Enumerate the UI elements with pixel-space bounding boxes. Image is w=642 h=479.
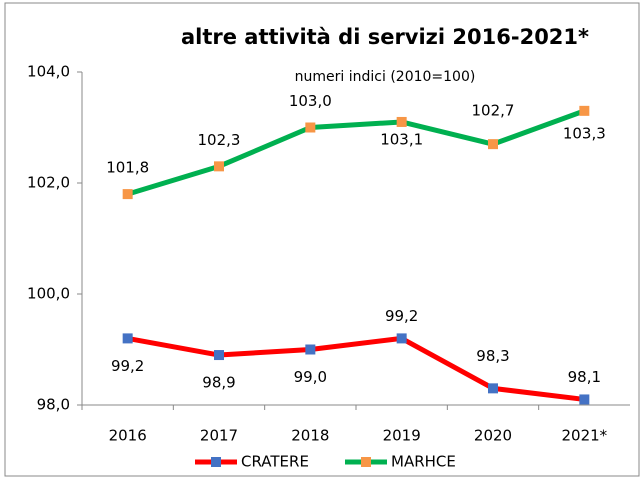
data-label: 99,0 [294, 368, 327, 386]
x-tick-label: 2021* [561, 427, 607, 445]
marker [396, 116, 407, 127]
data-label: 99,2 [111, 357, 144, 375]
legend-label: MARHCE [391, 453, 456, 471]
data-label: 102,7 [472, 102, 515, 120]
marker [122, 189, 133, 200]
marker [579, 394, 590, 405]
marker [214, 161, 224, 172]
chart-title: altre attività di servizi 2016-2021* [181, 25, 589, 49]
y-tick-label: 102,0 [27, 174, 70, 192]
data-label: 103,3 [563, 124, 606, 142]
data-label: 103,1 [380, 130, 423, 148]
data-label: 98,9 [202, 374, 235, 392]
legend-label: CRATERE [241, 453, 309, 471]
data-label: 98,3 [476, 347, 509, 365]
annotation: numeri indici (2010=100) [295, 69, 476, 85]
marker [305, 122, 316, 133]
x-tick-label: 2016 [109, 427, 147, 445]
data-label: 99,2 [385, 307, 418, 325]
marker [305, 344, 316, 355]
marker [396, 333, 407, 344]
data-label: 102,3 [198, 131, 241, 149]
marker [488, 383, 498, 394]
x-tick-label: 2018 [291, 427, 329, 445]
x-tick-label: 2019 [383, 427, 421, 445]
y-tick-label: 98,0 [37, 396, 70, 414]
marker [122, 333, 133, 344]
legend-marker [211, 457, 221, 467]
data-label: 101,8 [106, 159, 149, 177]
legend-marker [361, 457, 371, 467]
y-tick-label: 104,0 [27, 63, 70, 81]
marker [579, 105, 590, 116]
x-tick-label: 2020 [474, 427, 512, 445]
marker [214, 350, 224, 361]
series-line [127, 335, 585, 402]
marker [488, 139, 498, 150]
y-tick-label: 100,0 [27, 285, 70, 303]
x-tick-label: 2017 [200, 427, 238, 445]
data-label: 98,1 [568, 368, 601, 386]
series-line [126, 108, 586, 197]
data-label: 103,0 [289, 92, 332, 110]
chart-frame [4, 2, 640, 477]
